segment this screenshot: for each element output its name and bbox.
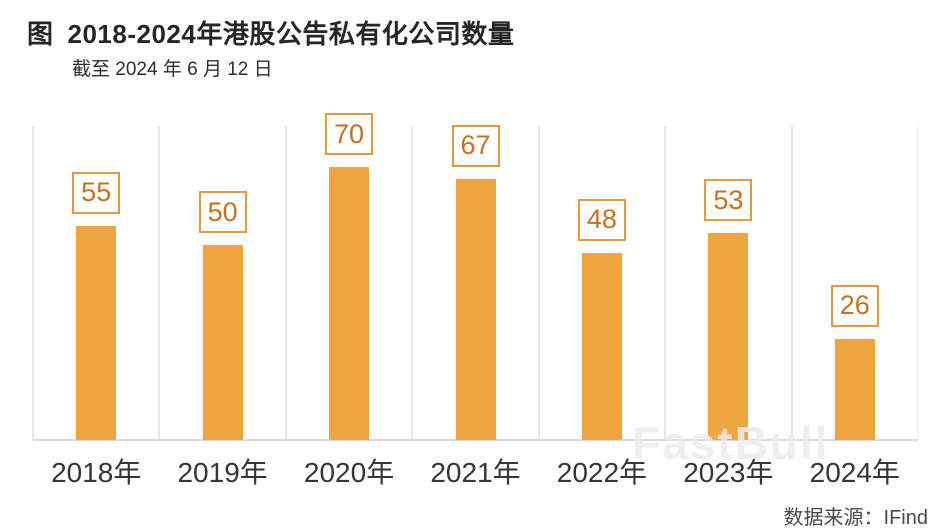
- x-tick-label-2018: 2018年: [51, 457, 142, 488]
- bar-2021: [455, 178, 496, 440]
- data-source: 数据来源：IFind: [783, 507, 928, 529]
- x-tick-label-2019: 2019年: [177, 457, 268, 488]
- bar-2019: [202, 245, 243, 440]
- x-tick-label-2022: 2022年: [556, 457, 648, 488]
- gridline: [537, 126, 540, 440]
- gridline: [158, 126, 161, 440]
- gridline: [664, 126, 667, 440]
- x-tick-label-2020: 2020年: [303, 457, 395, 488]
- chart-title: 2018-2024年港股公告私有化公司数量: [67, 19, 515, 49]
- bar-2018: [76, 225, 117, 440]
- bar-2020: [329, 167, 370, 440]
- value-label-2023: 53: [704, 179, 753, 222]
- x-axis-line: [33, 439, 918, 441]
- bar-2022: [581, 252, 622, 440]
- watermark: FastBull: [632, 417, 830, 469]
- value-label-2020: 70: [325, 113, 374, 155]
- gridline: [411, 126, 414, 440]
- bar-2023: [708, 233, 749, 440]
- value-label-2019: 50: [198, 191, 247, 233]
- figure-label: 图: [27, 19, 54, 49]
- gridline: [790, 126, 793, 440]
- x-tick-label-2023: 2023年: [683, 457, 774, 488]
- bar-2024: [834, 338, 875, 440]
- x-tick-label-2021: 2021年: [430, 457, 521, 488]
- gridline: [917, 126, 919, 440]
- value-label-2018: 55: [72, 171, 121, 214]
- x-tick-label-2024: 2024年: [809, 457, 900, 488]
- chart-title-row: 图 2018-2024年港股公告私有化公司数量: [27, 14, 514, 51]
- value-label-2024: 26: [830, 284, 879, 327]
- chart-subtitle: 截至 2024 年 6 月 12 日: [72, 59, 273, 80]
- value-label-2022: 48: [577, 198, 626, 241]
- gridline: [32, 126, 34, 440]
- value-label-2021: 67: [451, 124, 500, 167]
- gridline: [284, 126, 287, 440]
